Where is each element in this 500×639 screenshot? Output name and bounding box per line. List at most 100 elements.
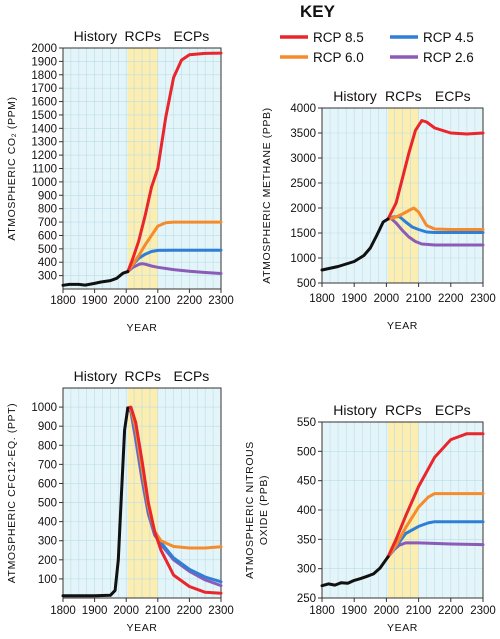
cfc12-series-line-rcp85	[126, 405, 223, 595]
methane-y-tick-label: 1000	[290, 253, 316, 265]
methane-period-label-rcps: RCPs	[385, 88, 422, 104]
n2o-period-label-ecps: ECPs	[435, 402, 471, 418]
cfc12-x-axis-title: YEAR	[127, 622, 158, 634]
n2o-series-line-rcp60	[386, 492, 485, 559]
cfc12-y-tick-label: 400	[38, 517, 57, 529]
key-title: KEY	[300, 2, 336, 21]
cfc12-y-tick-label: 500	[38, 498, 57, 510]
co2-x-tick-label: 2300	[208, 295, 234, 307]
panel-methane: History RCPs ECPs 1800 1900 2000 2100 2200 2300 5…	[261, 88, 496, 332]
cfc12-y-tick-label: 600	[38, 478, 57, 490]
co2-y-tick-label: 1900	[31, 56, 57, 68]
co2-y-tick-label: 1200	[31, 150, 57, 162]
key-label-rcp85: RCP 8.5	[313, 30, 364, 45]
cfc12-y-tick-label: 700	[38, 459, 57, 471]
methane-y-tick-label: 3500	[290, 128, 316, 140]
n2o-x-tick-label: 2200	[438, 605, 464, 617]
n2o-x-tick-label: 2000	[374, 605, 400, 617]
co2-history-line	[61, 270, 130, 287]
methane-x-tick-label: 2000	[374, 293, 400, 305]
cfc12-history-line	[61, 406, 130, 598]
n2o-series-lines	[320, 432, 485, 588]
methane-history-line	[320, 217, 390, 272]
cfc12-gridlines	[63, 388, 221, 598]
key-label-rcp60: RCP 6.0	[313, 50, 364, 65]
co2-y-tick-label: 1600	[31, 97, 57, 109]
co2-y-tick-label: 700	[38, 217, 57, 229]
cfc12-y-tick-label: 300	[38, 536, 57, 548]
methane-series-line-rcp85	[386, 119, 485, 221]
n2o-x-tick-label: 1800	[309, 605, 335, 617]
cfc12-period-label-ecps: ECPs	[174, 368, 210, 384]
cfc12-period-label-rcps: RCPs	[125, 368, 162, 384]
n2o-gridlines	[322, 421, 483, 599]
cfc12-y-tick-label: 800	[38, 440, 57, 452]
methane-y-tick-label: 2500	[290, 178, 316, 190]
co2-x-tick-label: 2200	[177, 295, 203, 307]
methane-x-tick-label: 2100	[406, 293, 432, 305]
co2-y-tick-label: 800	[38, 204, 57, 216]
cfc12-y-tick-label: 200	[38, 555, 57, 567]
methane-series-line-rcp60	[386, 206, 485, 231]
n2o-period-label-history: History	[333, 402, 377, 418]
methane-series-lines	[320, 119, 485, 272]
co2-period-label-history: History	[74, 28, 118, 44]
cfc12-x-tick-label: 2000	[113, 605, 139, 617]
cfc12-x-tick-label: 1900	[82, 605, 108, 617]
cfc12-x-tick-label: 1800	[50, 605, 76, 617]
n2o-y-tick-label: 350	[297, 534, 316, 546]
co2-series-line-rcp26	[126, 262, 223, 275]
co2-y-tick-label: 2000	[31, 43, 57, 55]
methane-plot-frame	[321, 107, 484, 284]
n2o-y-axis-title: ATMOSPHERIC NITROUS OXIDE (PPB)	[244, 441, 270, 579]
co2-x-tick-label: 1800	[50, 295, 76, 307]
co2-y-tick-label: 1100	[32, 164, 57, 176]
n2o-x-tick-label: 1900	[341, 605, 367, 617]
key-label-rcp45: RCP 4.5	[423, 30, 474, 45]
co2-y-tick-label: 500	[38, 244, 57, 256]
methane-y-tick-label: 4000	[290, 103, 316, 115]
co2-y-tick-label: 1700	[31, 83, 57, 95]
methane-y-tick-label: 1500	[290, 228, 316, 240]
n2o-history-line	[320, 555, 390, 588]
n2o-y-tick-label: 300	[297, 564, 316, 576]
co2-x-axis-title: YEAR	[127, 322, 158, 334]
methane-x-tick-label: 2200	[438, 293, 464, 305]
co2-series-line-rcp60	[126, 220, 223, 274]
panel-n2o: History RCPs ECPs 1800 1900 2000 2100 2200 2300 2…	[244, 402, 496, 634]
n2o-x-tick-label: 2100	[406, 605, 432, 617]
cfc12-plot-frame	[62, 387, 222, 599]
co2-period-label-rcps: RCPs	[125, 28, 162, 44]
methane-series-line-rcp26	[386, 217, 485, 247]
n2o-y-tick-label: 250	[297, 593, 316, 605]
n2o-x-tick-label: 2300	[470, 605, 496, 617]
methane-y-axis-title: ATMOSPHERIC METHANE (PPB)	[261, 107, 273, 283]
cfc12-y-tick-label: 100	[38, 574, 57, 586]
methane-period-label-history: History	[333, 88, 377, 104]
panel-cfc12: History RCPs ECPs 1800 1900 2000 2100 2200 2300 1…	[6, 368, 234, 634]
methane-x-axis-title: YEAR	[387, 320, 418, 332]
n2o-y-tick-label: 450	[297, 476, 316, 488]
methane-x-tick-label: 1900	[341, 293, 367, 305]
n2o-period-label-rcps: RCPs	[385, 402, 422, 418]
methane-x-tick-label: 2300	[470, 293, 496, 305]
cfc12-y-tick-label: 1000	[31, 402, 57, 414]
co2-y-tick-label: 1500	[31, 110, 57, 122]
co2-x-tick-label: 1900	[82, 295, 108, 307]
methane-y-tick-label: 500	[297, 278, 316, 290]
cfc12-y-tick-label: 900	[38, 421, 57, 433]
cfc12-x-tick-label: 2300	[208, 605, 234, 617]
co2-y-tick-label: 900	[38, 190, 57, 202]
co2-series-lines	[61, 51, 223, 287]
co2-period-label-ecps: ECPs	[174, 28, 210, 44]
co2-x-tick-label: 2000	[113, 295, 139, 307]
cfc12-x-tick-label: 2100	[145, 605, 171, 617]
cfc12-y-axis-title: ATMOSPHERIC CFC12-EQ. (PPT)	[6, 403, 18, 584]
n2o-x-axis-title: YEAR	[387, 622, 418, 634]
cfc12-period-label-history: History	[74, 368, 118, 384]
n2o-series-line-rcp85	[386, 432, 485, 559]
co2-y-tick-label: 1800	[31, 70, 57, 82]
